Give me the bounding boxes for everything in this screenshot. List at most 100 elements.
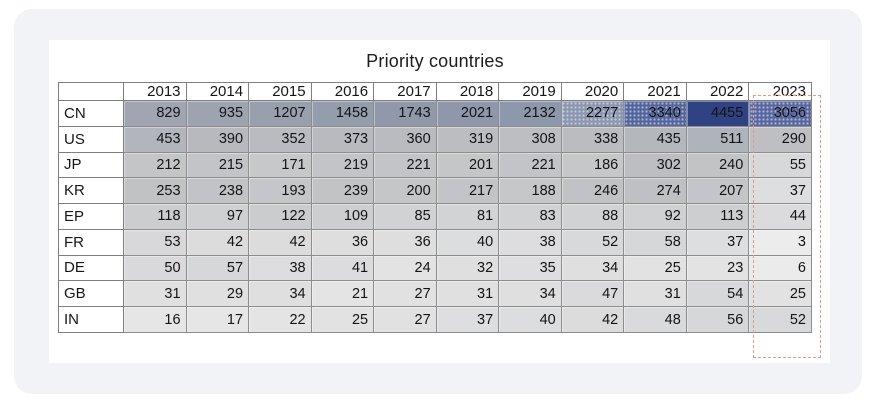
- value-cell: 219: [310, 151, 375, 179]
- value-cell: 54: [685, 280, 750, 308]
- value-cell: 113: [685, 203, 750, 230]
- year-header: 2020: [560, 82, 625, 101]
- value-cell: 17: [185, 306, 250, 333]
- value-cell: 35: [498, 254, 562, 282]
- value-cell: 1207: [248, 100, 312, 127]
- value-cell: 122: [248, 203, 312, 230]
- value-cell: 935: [185, 100, 250, 127]
- value-cell: 92: [623, 203, 687, 230]
- value-cell: 453: [123, 125, 187, 153]
- value-cell: 188: [498, 177, 562, 205]
- value-cell: 319: [435, 125, 500, 153]
- value-cell: 221: [373, 151, 437, 179]
- value-cell: 2021: [435, 100, 500, 127]
- value-cell: 338: [560, 125, 625, 153]
- value-cell: 1743: [373, 100, 437, 127]
- table-row: FR 53 42 42 36 36 40 38 52 58 37 3: [58, 228, 812, 256]
- value-cell: 290: [748, 125, 812, 153]
- table-row: EP 118 97 122 109 85 81 83 88 92 113 44: [58, 203, 812, 230]
- value-cell: 52: [560, 228, 625, 256]
- value-cell: 83: [498, 203, 562, 230]
- value-cell: 239: [310, 177, 375, 205]
- value-cell: 373: [310, 125, 375, 153]
- value-cell: 16: [123, 306, 187, 333]
- value-cell: 435: [623, 125, 687, 153]
- value-cell: 308: [498, 125, 562, 153]
- value-cell: 221: [498, 151, 562, 179]
- value-cell: 253: [123, 177, 187, 205]
- value-cell: 25: [748, 280, 812, 308]
- value-cell: 57: [185, 254, 250, 282]
- value-cell: 34: [560, 254, 625, 282]
- table-body: CN 829 935 1207 1458 1743 2021 2132 2277 3340 4455…: [58, 100, 812, 333]
- value-cell: 37: [435, 306, 500, 333]
- value-cell: 2277: [560, 100, 625, 127]
- value-cell: 24: [373, 254, 437, 282]
- chart-title: Priority countries: [366, 51, 504, 71]
- row-label: KR: [58, 177, 124, 205]
- value-cell: 212: [123, 151, 187, 179]
- header-row: 2013 2014 2015 2016 2017 2018 2019 2020 2021 2022…: [58, 82, 812, 101]
- year-header: 2014: [185, 82, 250, 101]
- table-row: GB 31 29 34 21 27 31 34 47 31 54 25: [58, 280, 812, 308]
- value-cell: 22: [248, 306, 312, 333]
- value-cell: 217: [435, 177, 500, 205]
- value-cell: 118: [123, 203, 187, 230]
- year-header: 2016: [310, 82, 375, 101]
- value-cell: 81: [435, 203, 500, 230]
- value-cell: 215: [185, 151, 250, 179]
- table-row: US 453 390 352 373 360 319 308 338 435 511 290: [58, 125, 812, 153]
- value-cell: 352: [248, 125, 312, 153]
- value-cell: 4455: [685, 100, 750, 127]
- corner-cell: [58, 82, 124, 101]
- value-cell: 36: [373, 228, 437, 256]
- value-cell: 47: [560, 280, 625, 308]
- value-cell: 1458: [310, 100, 375, 127]
- value-cell: 27: [373, 306, 437, 333]
- value-cell: 52: [748, 306, 812, 333]
- value-cell: 34: [248, 280, 312, 308]
- value-cell: 274: [623, 177, 687, 205]
- year-header: 2013: [123, 82, 187, 101]
- value-cell: 56: [685, 306, 750, 333]
- year-header: 2022: [685, 82, 750, 101]
- value-cell: 3340: [623, 100, 687, 127]
- value-cell: 6: [748, 254, 812, 282]
- value-cell: 42: [185, 228, 250, 256]
- table-row: DE 50 57 38 41 24 32 35 34 25 23 6: [58, 254, 812, 282]
- row-label: IN: [58, 306, 124, 333]
- row-label: DE: [58, 254, 124, 282]
- table-row: IN 16 17 22 25 27 37 40 42 48 56 52: [58, 306, 812, 333]
- table-row: KR 253 238 193 239 200 217 188 246 274 207 37: [58, 177, 812, 205]
- value-cell: 40: [435, 228, 500, 256]
- value-cell: 207: [685, 177, 750, 205]
- value-cell: 186: [560, 151, 625, 179]
- year-header: 2015: [248, 82, 312, 101]
- value-cell: 360: [373, 125, 437, 153]
- value-cell: 109: [310, 203, 375, 230]
- value-cell: 240: [685, 151, 750, 179]
- value-cell: 40: [498, 306, 562, 333]
- value-cell: 29: [185, 280, 250, 308]
- value-cell: 171: [248, 151, 312, 179]
- value-cell: 53: [123, 228, 187, 256]
- value-cell: 44: [748, 203, 812, 230]
- value-cell: 31: [435, 280, 500, 308]
- row-label: FR: [58, 228, 124, 256]
- row-label: EP: [58, 203, 124, 230]
- value-cell: 21: [310, 280, 375, 308]
- table-row: JP 212 215 171 219 221 201 221 186 302 240 55: [58, 151, 812, 179]
- value-cell: 36: [310, 228, 375, 256]
- chart-panel: Priority countries 2013 2014 2015 2016 2017 2…: [49, 40, 830, 363]
- value-cell: 37: [685, 228, 750, 256]
- value-cell: 42: [248, 228, 312, 256]
- year-header: 2018: [435, 82, 500, 101]
- year-header: 2019: [498, 82, 562, 101]
- value-cell: 3: [748, 228, 812, 256]
- value-cell: 25: [310, 306, 375, 333]
- year-header: 2017: [373, 82, 437, 101]
- value-cell: 31: [623, 280, 687, 308]
- value-cell: 200: [373, 177, 437, 205]
- value-cell: 50: [123, 254, 187, 282]
- value-cell: 23: [685, 254, 750, 282]
